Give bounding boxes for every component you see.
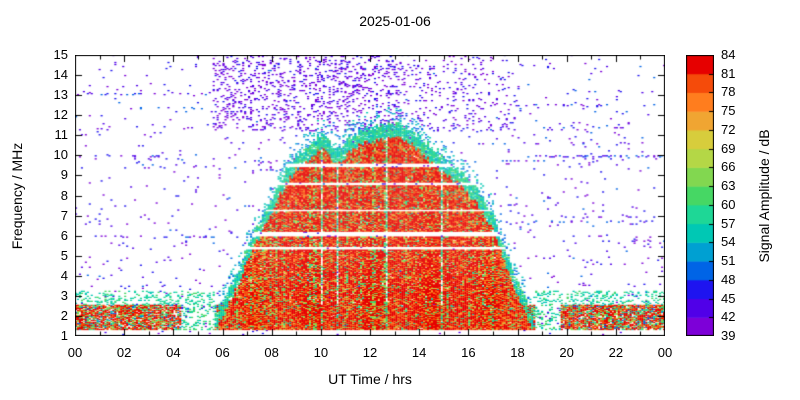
x-tick-label: 16 <box>461 345 476 360</box>
y-tick-label: 12 <box>53 107 68 123</box>
colorbar-tick-label: 72 <box>721 121 736 137</box>
y-tick-label: 13 <box>53 87 68 103</box>
x-tick-label: 08 <box>264 345 279 360</box>
y-tick-label: 15 <box>53 47 68 62</box>
x-tick-label: 14 <box>411 345 427 360</box>
x-tick-label: 22 <box>608 345 624 360</box>
colorbar-tick-label: 51 <box>721 253 736 269</box>
colorbar-tick-label: 39 <box>721 328 736 343</box>
colorbar-tick-label: 69 <box>721 140 736 156</box>
x-tick-label: 10 <box>313 345 329 360</box>
x-tick-label: 00 <box>657 345 673 360</box>
y-tick-label: 3 <box>60 287 68 303</box>
x-tick-label: 02 <box>116 345 132 360</box>
chart-title: 2025-01-06 <box>359 13 431 29</box>
y-tick-label: 8 <box>60 187 68 203</box>
x-tick-label: 12 <box>362 345 378 360</box>
x-tick-label: 00 <box>67 345 83 360</box>
colorbar-tick-label: 60 <box>721 196 736 212</box>
y-tick-label: 2 <box>60 307 68 323</box>
colorbar-tick-label: 57 <box>721 215 736 231</box>
spectrogram-canvas <box>75 55 665 336</box>
colorbar-tick-label: 78 <box>721 84 736 100</box>
colorbar-tick-label: 54 <box>721 234 736 250</box>
x-tick-label: 20 <box>559 345 574 360</box>
y-tick-label: 10 <box>53 147 68 163</box>
colorbar-tick-label: 75 <box>721 103 736 119</box>
y-tick-label: 1 <box>60 328 68 343</box>
x-tick-label: 06 <box>215 345 230 360</box>
colorbar-tick-label: 42 <box>721 309 736 325</box>
y-tick-label: 6 <box>60 227 68 243</box>
y-tick-label: 4 <box>60 267 68 283</box>
colorbar-label: Signal Amplitude / dB <box>756 129 772 263</box>
colorbar-tick-label: 63 <box>721 178 736 194</box>
colorbar-tick-label: 66 <box>721 159 736 175</box>
y-axis-label: Frequency / MHz <box>9 142 25 250</box>
y-tick-label: 14 <box>53 67 68 83</box>
colorbar-canvas <box>686 55 714 336</box>
x-tick-label: 04 <box>166 345 181 360</box>
y-tick-label: 7 <box>60 207 68 223</box>
colorbar-tick-label: 48 <box>721 271 736 287</box>
x-tick-label: 18 <box>510 345 525 360</box>
x-axis-label: UT Time / hrs <box>328 371 412 387</box>
y-tick-label: 9 <box>60 167 68 183</box>
colorbar-tick-label: 81 <box>721 65 736 81</box>
colorbar-tick-label: 45 <box>721 290 736 306</box>
colorbar-tick-label: 84 <box>721 47 736 62</box>
y-tick-label: 11 <box>54 127 69 143</box>
y-tick-label: 5 <box>60 247 68 263</box>
